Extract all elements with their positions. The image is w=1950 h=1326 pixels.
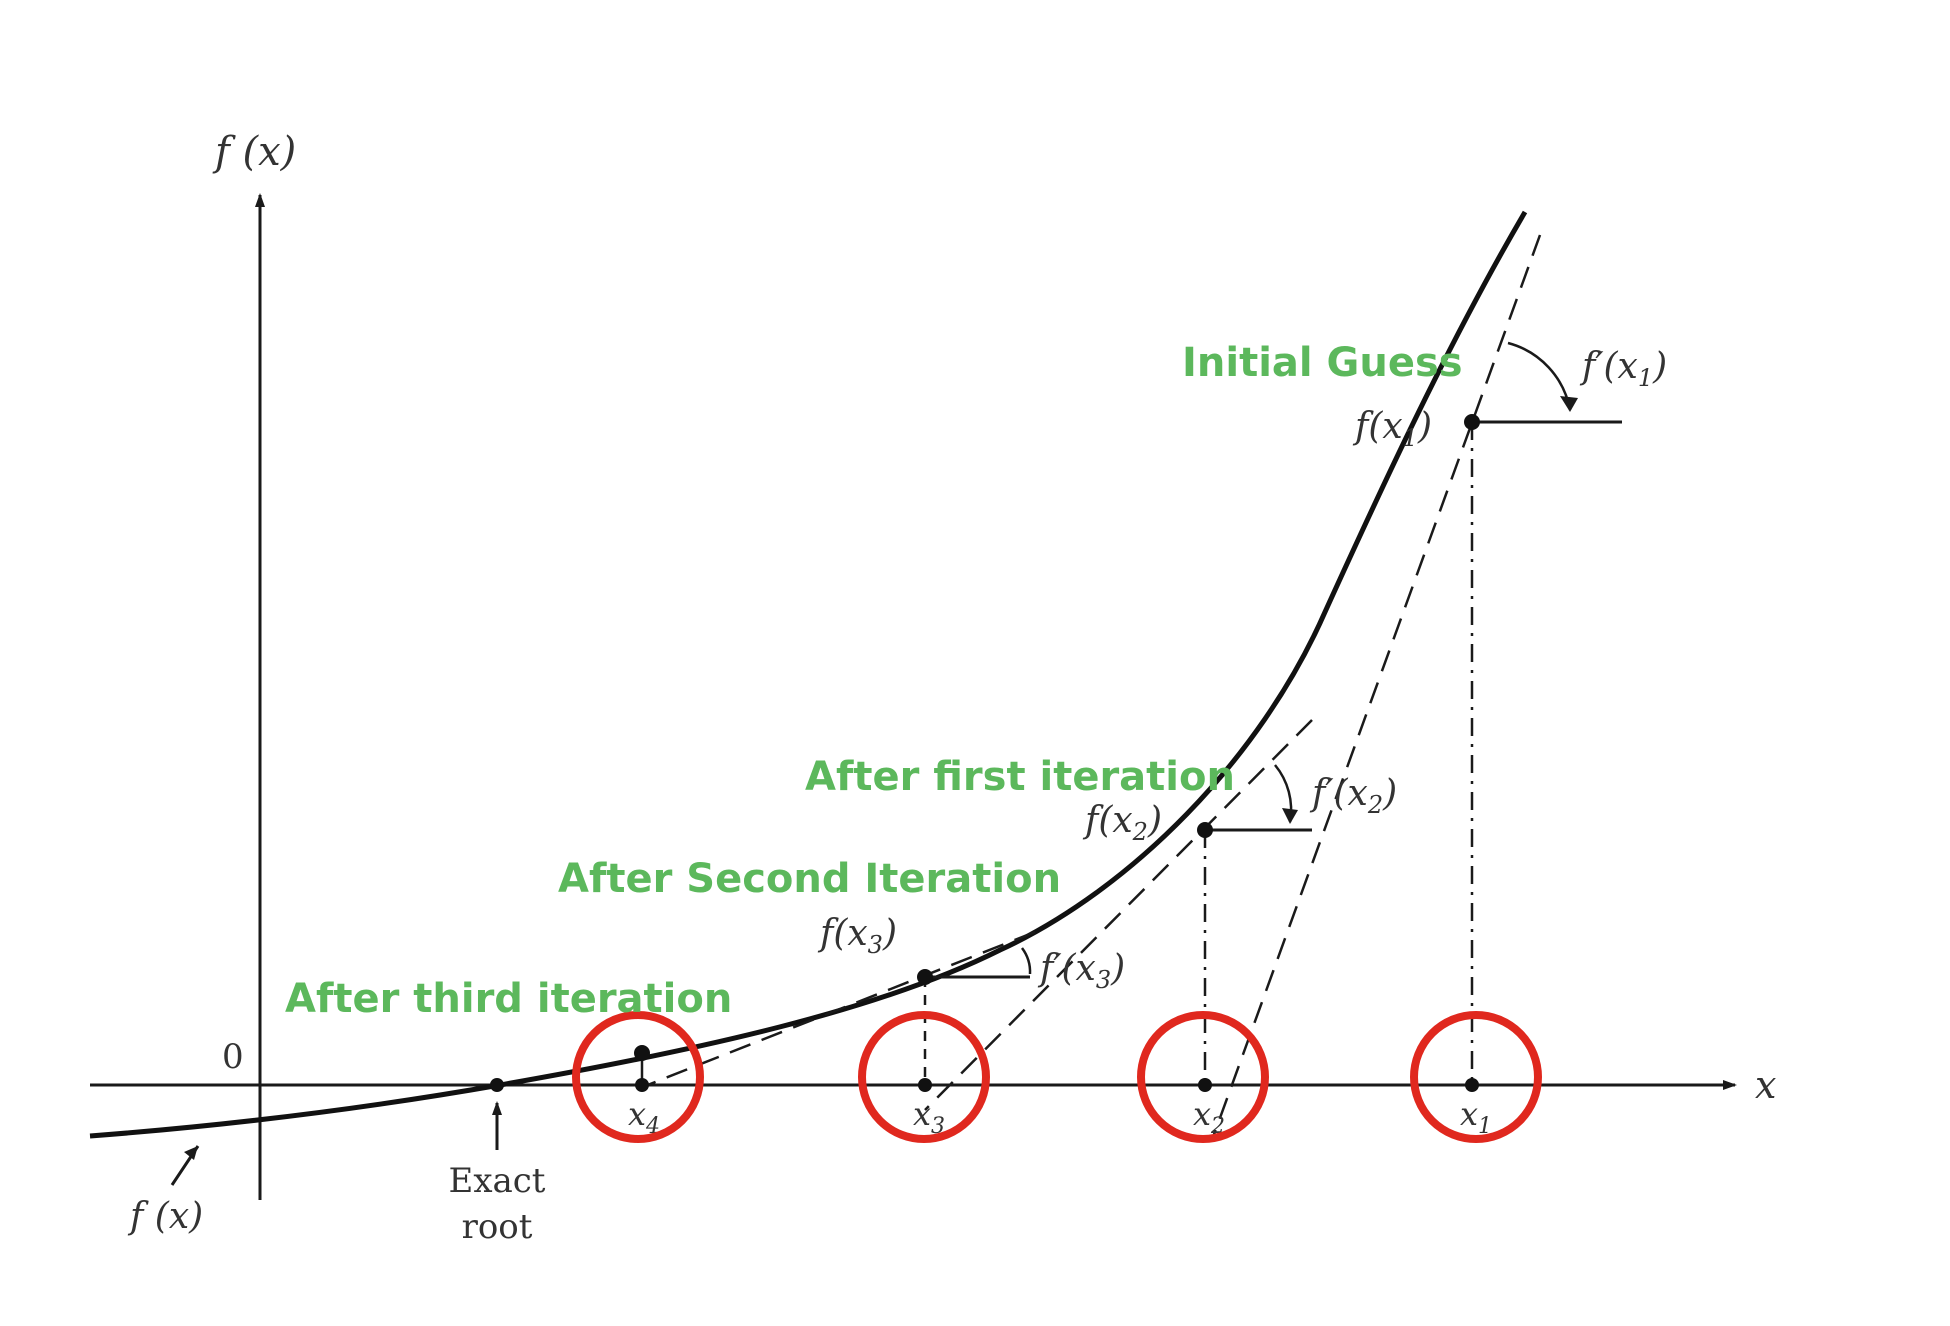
x-axis-label: x [1755, 1063, 1776, 1107]
point-f-x2 [1197, 822, 1213, 838]
label-slope-x3: f′(x3) [1037, 948, 1125, 994]
point-x2 [1198, 1078, 1212, 1092]
tangent-x1 [1210, 234, 1542, 1141]
point-x4 [635, 1078, 649, 1092]
point-x3 [918, 1078, 932, 1092]
highlight-circle-x1 [1410, 1011, 1542, 1143]
point-x1 [1465, 1078, 1479, 1092]
highlight-circle-x3 [858, 1011, 990, 1143]
label-x3: x3 [913, 1095, 945, 1139]
point-f-x1 [1464, 414, 1480, 430]
exact-root-label-line1: Exact [449, 1161, 546, 1201]
label-slope-x2: f′(x2) [1309, 773, 1397, 819]
callout-initial-guess: Initial Guess [1182, 340, 1463, 386]
label-f-x3: f(x3) [817, 913, 897, 959]
function-curve [89, 210, 1528, 1139]
slope-arc-x1-arrow [1560, 396, 1578, 412]
label-x1: x1 [1460, 1095, 1492, 1139]
tangent-x3 [639, 930, 1036, 1090]
label-slope-x1: f′(x1) [1579, 346, 1667, 392]
curve-label: f (x) [127, 1196, 203, 1237]
highlight-circle-x2 [1137, 1011, 1269, 1143]
slope-arc-x3 [1020, 947, 1032, 975]
label-f-x2: f(x2) [1082, 800, 1162, 846]
exact-root-label-line2: root [462, 1207, 533, 1247]
origin-label: 0 [222, 1037, 244, 1077]
exact-root-point [490, 1078, 504, 1092]
point-f-x4 [634, 1045, 650, 1061]
callout-first-iteration: After first iteration [805, 754, 1235, 800]
highlight-circle-x4 [572, 1011, 704, 1143]
slope-arc-x1 [1507, 341, 1572, 411]
curve-pointer-head [184, 1146, 198, 1160]
label-f-x1: f(x1) [1352, 406, 1432, 452]
callout-second-iteration: After Second Iteration [558, 856, 1061, 902]
callout-third-iteration: After third iteration [285, 976, 732, 1022]
tangent-x2 [924, 719, 1313, 1111]
point-f-x3 [917, 969, 933, 985]
slope-arc-x2-arrow [1282, 808, 1298, 824]
y-axis-label: f (x) [212, 129, 296, 175]
